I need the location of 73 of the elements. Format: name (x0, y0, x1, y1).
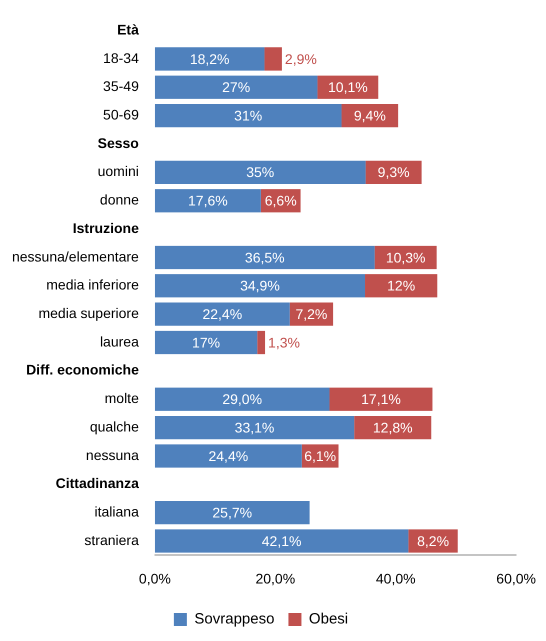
bar (154, 529, 408, 553)
y-tick-label: 50-69 (103, 106, 140, 123)
bar (154, 246, 375, 270)
y-tick-label: laurea (100, 333, 140, 350)
data-label: 35% (246, 164, 274, 180)
y-tick-label: qualche (90, 418, 140, 434)
y-tick-label: Diff. economiche (26, 362, 140, 378)
data-label: 17,1% (361, 391, 401, 408)
legend-label: Obesi (308, 610, 348, 628)
bar (154, 388, 330, 411)
data-label: 8,2% (417, 532, 450, 549)
data-label: 10,3% (386, 249, 426, 266)
bar (257, 330, 266, 354)
y-tick-label: media superiore (38, 305, 140, 322)
y-tick-label: nessuna (86, 446, 140, 463)
bar (154, 501, 310, 524)
y-tick-label: Istruzione (72, 220, 140, 236)
y-tick-label: media inferiore (46, 276, 140, 293)
bar (154, 76, 318, 99)
legend-label: Sovrappeso (194, 610, 274, 628)
bar (154, 302, 290, 326)
data-label: 31% (234, 108, 262, 124)
bar (264, 47, 282, 71)
y-tick-label: donne (100, 192, 140, 208)
data-label: 42,1% (262, 532, 302, 549)
data-label: 24,4% (208, 448, 248, 464)
x-tick-label: 0,0% (138, 570, 171, 586)
bar (365, 274, 438, 298)
data-label: 34,9% (240, 278, 280, 294)
data-label: 9,3% (378, 164, 410, 180)
y-tick-label: Sesso (98, 134, 139, 151)
bar (154, 274, 366, 298)
y-tick-label: Età (117, 21, 140, 38)
data-label: 12% (387, 278, 416, 294)
data-label: 6,6% (264, 192, 297, 209)
data-label: 10,1% (328, 79, 368, 96)
data-label: 25,7% (212, 504, 252, 521)
bar (154, 330, 258, 354)
bar (317, 76, 378, 99)
data-label: 22,4% (202, 306, 242, 322)
bar (154, 444, 302, 468)
y-tick-label: molte (104, 390, 140, 406)
y-tick-label: Cittadinanza (56, 475, 140, 492)
data-label: 18,2% (190, 50, 230, 67)
bar (366, 160, 422, 184)
data-label: 9,4% (354, 108, 386, 124)
y-tick-label: italiana (94, 504, 140, 520)
x-tick-label: 40,0% (376, 570, 416, 586)
data-label: 29,0% (222, 391, 262, 408)
x-tick-label: 20,0% (255, 570, 296, 586)
x-tick-label: 60,0% (496, 570, 536, 586)
data-label: 27% (222, 79, 250, 96)
data-label: 17% (192, 334, 220, 350)
data-label: 36,5% (244, 249, 285, 266)
data-label: 2,9% (284, 50, 317, 67)
bar (154, 189, 261, 212)
bar (154, 416, 354, 440)
bar (154, 104, 342, 128)
y-tick-label: nessuna/elementare (12, 248, 140, 264)
data-label: 33,1% (234, 419, 274, 436)
bar (342, 104, 398, 128)
data-label: 1,3% (268, 334, 300, 350)
bar (329, 388, 432, 411)
y-tick-label: 35-49 (103, 78, 140, 94)
data-label: 7,2% (295, 306, 328, 322)
data-label: 17,6% (188, 192, 228, 209)
y-tick-label: uomini (98, 163, 139, 180)
data-label: 6,1% (304, 448, 336, 464)
y-tick-label: 18-34 (103, 50, 140, 66)
data-label: 12,8% (372, 419, 413, 436)
bar (154, 160, 366, 184)
bar (154, 47, 264, 71)
y-tick-label: straniera (84, 532, 140, 548)
